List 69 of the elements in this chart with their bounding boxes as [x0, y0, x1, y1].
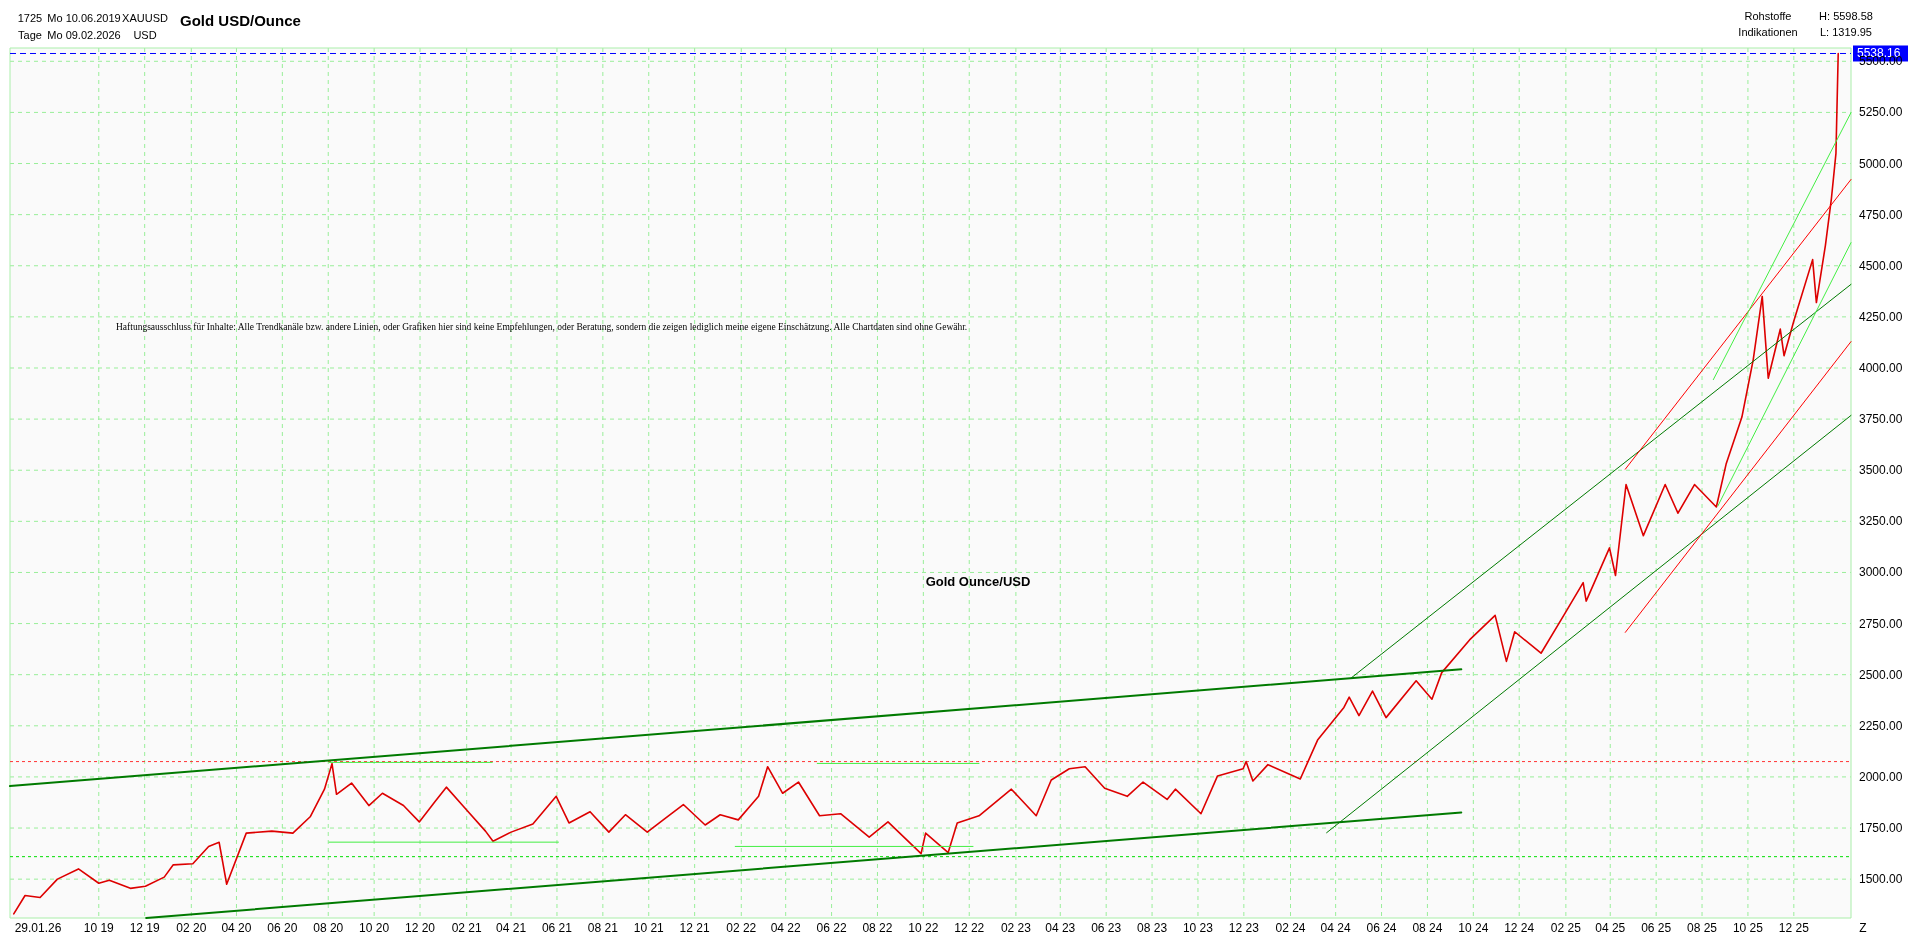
y-tick-label: 4750.00 [1859, 207, 1903, 222]
y-tick-label: 5000.00 [1859, 156, 1903, 171]
text: Mo 10.06.2019 [47, 12, 121, 24]
x-tick-label: 08 23 [1137, 921, 1168, 935]
y-tick-label: 3000.00 [1859, 565, 1903, 580]
x-tick-label: 02 20 [176, 921, 207, 935]
y-tick-label: 4500.00 [1859, 258, 1903, 273]
x-tick-label: 10 24 [1458, 921, 1489, 935]
x-tick-label: 06 24 [1366, 921, 1397, 935]
x-tick-label: 04 23 [1045, 921, 1076, 935]
y-tick-label: 3750.00 [1859, 412, 1903, 427]
annotation: Haftungsausschluss für Inhalte: Alle Trendkanäle bzw. andere Linien, oder Grafiken hier sind keine Empfehlungen, oder Beratung, sondern die zeigen lediglich meine eigene Einschätzung. Alle Chartdaten sind ohne Gewähr. [116, 322, 968, 332]
text: Rohstoffe [1744, 10, 1792, 22]
text: USD [133, 29, 157, 41]
x-tick-label: 04 20 [221, 921, 252, 935]
text: L: 1319.95 [1820, 26, 1872, 38]
x-tick-label: 08 24 [1412, 921, 1443, 935]
x-tick-label: 06 22 [816, 921, 847, 935]
x-tick-label: 04 25 [1595, 921, 1626, 935]
text: H: 5598.58 [1819, 10, 1873, 22]
x-tick-label: 02 23 [1000, 921, 1032, 935]
x-tick-label: 02 21 [451, 921, 483, 935]
y-tick-label: 2250.00 [1859, 718, 1903, 733]
x-tick-label: 12 22 [954, 921, 985, 935]
y-tick-label: 4000.00 [1859, 360, 1903, 375]
x-tick-label: 04 22 [770, 921, 802, 935]
x-tick-label: 06 23 [1091, 921, 1122, 935]
x-tick-label: 10 21 [633, 921, 665, 935]
x-tick-label: 10 25 [1732, 921, 1764, 935]
x-tick-label: 10 20 [359, 921, 390, 935]
y-tick-label: 3250.00 [1859, 514, 1903, 529]
y-tick-label: 5250.00 [1859, 105, 1903, 120]
y-tick-label: 4250.00 [1859, 309, 1903, 324]
x-tick-label: 10 19 [83, 921, 115, 935]
text: 1725 [17, 12, 43, 24]
x-tick-label: 12 20 [405, 921, 436, 935]
x-tick-label: 02 24 [1275, 921, 1306, 935]
x-tick-label: 02 22 [726, 921, 757, 935]
x-tick-label: 12 23 [1228, 921, 1260, 935]
text: Mo 09.02.2026 [47, 29, 121, 41]
x-tick-label: 12 25 [1778, 921, 1810, 935]
x-tick-label: 04 24 [1320, 921, 1351, 935]
text: XAUUSD [122, 12, 168, 24]
annotation: Gold Ounce/USD [925, 574, 1031, 589]
text: Z [1859, 921, 1867, 935]
x-tick-label: 04 21 [496, 921, 527, 935]
x-tick-label: 12 21 [679, 921, 710, 935]
chart-title: Gold USD/Ounce [180, 12, 301, 29]
y-tick-label: 2750.00 [1859, 616, 1903, 631]
y-tick-label: 1750.00 [1859, 821, 1903, 836]
y-tick-label: 2500.00 [1859, 667, 1903, 682]
x-tick-label: 10 23 [1182, 921, 1214, 935]
x-tick-label: 10 22 [908, 921, 939, 935]
text: Indikationen [1738, 26, 1798, 38]
y-tick-label: 1500.00 [1859, 872, 1903, 887]
x-tick-label: 08 20 [313, 921, 344, 935]
x-tick-label: 12 19 [129, 921, 161, 935]
x-tick-label: 08 21 [587, 921, 619, 935]
x-tick-label: 06 25 [1641, 921, 1672, 935]
x-tick-label: 08 22 [862, 921, 893, 935]
text: 29.01.26 [14, 921, 62, 935]
x-tick-label: 02 25 [1550, 921, 1582, 935]
x-tick-label: 06 20 [267, 921, 298, 935]
y-tick-label: 2000.00 [1859, 769, 1903, 784]
x-tick-label: 12 24 [1504, 921, 1535, 935]
y-tick-label: 3500.00 [1859, 463, 1903, 478]
text: Tage [18, 29, 42, 41]
x-tick-label: 06 21 [541, 921, 573, 935]
x-tick-label: 08 25 [1687, 921, 1718, 935]
